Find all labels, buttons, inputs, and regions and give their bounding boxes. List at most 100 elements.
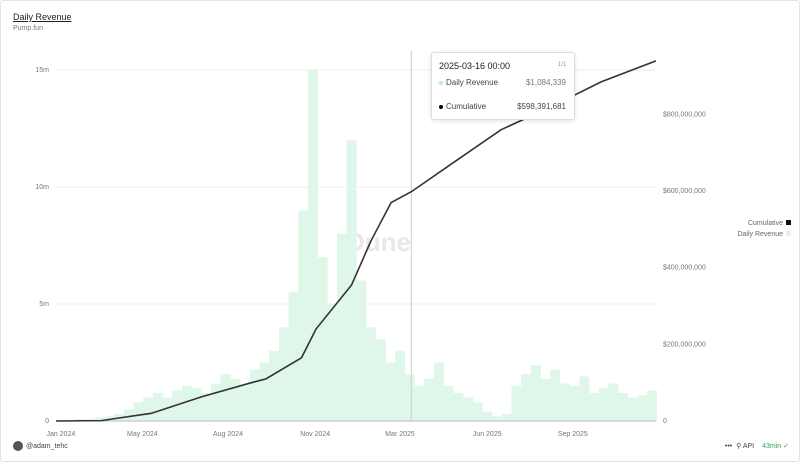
daily-revenue-bar [647, 390, 658, 421]
tooltip-value: $598,391,681 [517, 102, 566, 111]
author-name: @adam_tehc [26, 442, 68, 450]
api-button[interactable]: ⚲ API [736, 443, 755, 450]
legend-label: Cumulative [747, 220, 783, 227]
x-tick-label: Jun 2025 [473, 431, 502, 438]
daily-revenue-bar [588, 392, 599, 421]
daily-revenue-bar [307, 70, 318, 421]
tooltip: 2025-03-16 00:00 1/1 Daily Revenue $1,084… [431, 52, 575, 120]
daily-revenue-bar [404, 374, 415, 421]
chart-svg: 0 5m 10m 15m 0 $200,000,000 $400,000,000 $600,0… [35, 51, 706, 438]
daily-revenue-bar [482, 411, 493, 421]
x-tick-label: Nov 2024 [300, 431, 330, 438]
dot-icon [439, 104, 443, 109]
tooltip-date: 2025-03-16 00:00 [439, 61, 511, 71]
y-tick-label-left: 15m [35, 67, 49, 74]
daily-revenue-bar [346, 140, 357, 421]
author[interactable]: @adam_tehc [13, 441, 68, 451]
daily-revenue-bar [230, 378, 241, 421]
daily-revenue-bar [123, 409, 134, 421]
tooltip-label: Cumulative [446, 102, 487, 111]
refresh-badge[interactable]: 43min ✓ [762, 443, 789, 450]
y-tick-label-right: $600,000,000 [663, 188, 706, 195]
x-tick-label: Sep 2025 [558, 431, 588, 438]
daily-revenue-bar [366, 327, 377, 421]
x-tick-label: Mar 2025 [385, 431, 415, 438]
daily-revenue-bar [385, 362, 396, 421]
y-tick-label-left: 5m [39, 301, 49, 308]
daily-revenue-bar [201, 392, 212, 421]
y-tick-label-right: $400,000,000 [663, 265, 706, 272]
tooltip-label: Daily Revenue [446, 78, 499, 87]
footer: @adam_tehc ••• ⚲ API 43min ✓ [13, 441, 789, 451]
tooltip-value: $1,084,339 [525, 78, 566, 87]
y-tick-label-left: 0 [45, 418, 49, 425]
chart-title[interactable]: Daily Revenue [13, 12, 72, 22]
daily-revenue-bar [608, 383, 619, 421]
y-tick-label-right: $200,000,000 [663, 341, 706, 348]
daily-revenue-bar [259, 362, 270, 421]
chart-subtitle: Pump.fun [13, 25, 43, 32]
daily-revenue-bar [501, 413, 512, 421]
tooltip-page: 1/1 [557, 62, 566, 68]
daily-revenue-bar [443, 385, 454, 421]
daily-revenue-bar [143, 397, 154, 421]
daily-revenue-bar [240, 385, 251, 421]
daily-revenue-bar [317, 257, 328, 421]
legend-label: Daily Revenue [737, 231, 783, 238]
daily-revenue-bar [521, 374, 532, 421]
daily-revenue-bar [462, 397, 473, 421]
dot-icon [439, 80, 443, 85]
daily-revenue-bar [618, 392, 629, 421]
daily-revenue-bar [181, 385, 192, 421]
avatar [13, 441, 23, 451]
daily-revenue-bar [511, 385, 522, 421]
tooltip-row-daily: Daily Revenue $1,084,339 [439, 78, 566, 87]
daily-revenue-bar [220, 374, 231, 421]
daily-revenue-bar [278, 327, 289, 421]
daily-revenue-bar [530, 364, 541, 421]
daily-revenue-bar [540, 378, 551, 421]
legend-swatch [786, 231, 791, 236]
more-button[interactable]: ••• [724, 443, 733, 450]
daily-revenue-bar [337, 233, 348, 421]
daily-revenue-bar [598, 388, 609, 421]
daily-revenue-bar [637, 395, 648, 421]
daily-revenue-bar [627, 397, 638, 421]
legend-item-daily-revenue[interactable]: Daily Revenue [737, 229, 791, 240]
daily-revenue-bar [85, 418, 96, 421]
daily-revenue-bar [298, 210, 309, 421]
y-tick-label-right: $800,000,000 [663, 111, 706, 118]
daily-revenue-bar [327, 304, 338, 421]
daily-revenue-bar [433, 362, 444, 421]
x-tick-label: May 2024 [127, 431, 158, 438]
daily-revenue-bar [94, 417, 105, 421]
x-tick-label: Aug 2024 [213, 431, 243, 438]
daily-revenue-bar [133, 402, 144, 421]
y-tick-label-left: 10m [35, 184, 49, 191]
daily-revenue-bar [249, 369, 260, 421]
legend: Cumulative Daily Revenue [737, 218, 791, 240]
daily-revenue-bar [550, 369, 561, 421]
api-label: API [742, 443, 755, 450]
legend-swatch [786, 220, 791, 225]
daily-revenue-bar [356, 280, 367, 421]
daily-revenue-bar [211, 383, 222, 421]
legend-item-cumulative[interactable]: Cumulative [737, 218, 791, 229]
daily-revenue-bar [162, 397, 173, 421]
daily-revenue-bar [191, 388, 202, 421]
tooltip-row-cumulative: Cumulative $598,391,681 [439, 102, 566, 111]
daily-revenue-bar [375, 339, 386, 421]
daily-revenue-bar [569, 385, 580, 421]
daily-revenue-bar [395, 350, 406, 421]
daily-revenue-bar [269, 350, 280, 421]
daily-revenue-bar [424, 378, 435, 421]
daily-revenue-bar [152, 392, 163, 421]
x-tick-label: Jan 2024 [46, 431, 75, 438]
daily-revenue-bar [453, 392, 464, 421]
daily-revenue-bar [579, 376, 590, 421]
daily-revenue-bar [172, 390, 183, 421]
cumulative-line [55, 60, 657, 422]
daily-revenue-bar [559, 383, 570, 421]
daily-revenue-bar [288, 292, 299, 421]
